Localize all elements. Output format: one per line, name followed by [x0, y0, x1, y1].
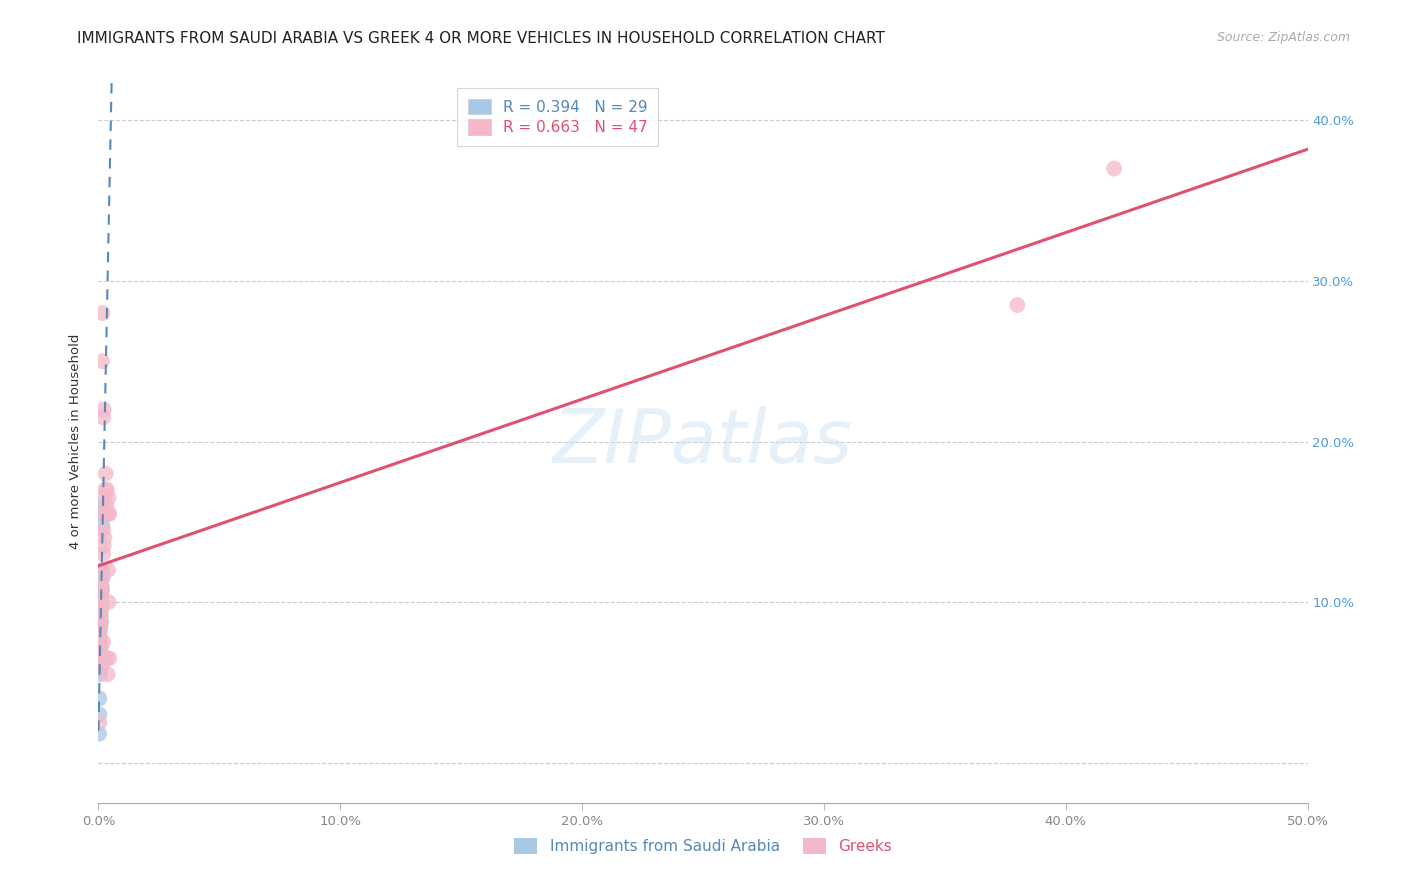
Point	[96, 499, 118, 513]
Point	[90, 599, 112, 613]
Point	[90, 571, 112, 585]
Point	[91, 499, 114, 513]
Point	[89, 607, 111, 622]
Point	[90, 619, 112, 633]
Point	[89, 635, 111, 649]
Point	[1007, 298, 1029, 312]
Point	[90, 595, 112, 609]
Point	[89, 624, 111, 638]
Point	[90, 640, 112, 654]
Point	[91, 571, 114, 585]
Legend: Immigrants from Saudi Arabia, Greeks: Immigrants from Saudi Arabia, Greeks	[509, 832, 897, 860]
Point	[93, 507, 115, 521]
Point	[91, 547, 114, 561]
Point	[91, 306, 114, 320]
Point	[93, 531, 115, 545]
Point	[90, 579, 112, 593]
Point	[90, 587, 112, 601]
Point	[97, 507, 120, 521]
Point	[89, 615, 111, 629]
Text: ZIPatlas: ZIPatlas	[553, 406, 853, 477]
Point	[89, 667, 111, 681]
Point	[90, 659, 112, 673]
Point	[90, 595, 112, 609]
Point	[89, 631, 111, 645]
Point	[91, 571, 114, 585]
Y-axis label: 4 or more Vehicles in Household: 4 or more Vehicles in Household	[69, 334, 83, 549]
Point	[98, 651, 121, 665]
Text: IMMIGRANTS FROM SAUDI ARABIA VS GREEK 4 OR MORE VEHICLES IN HOUSEHOLD CORRELATIO: IMMIGRANTS FROM SAUDI ARABIA VS GREEK 4 …	[77, 31, 886, 46]
Point	[89, 611, 111, 625]
Point	[93, 402, 115, 417]
Point	[97, 595, 120, 609]
Point	[94, 651, 117, 665]
Point	[97, 667, 120, 681]
Point	[90, 599, 112, 613]
Point	[94, 507, 117, 521]
Point	[90, 582, 112, 597]
Point	[93, 491, 115, 505]
Point	[91, 563, 114, 577]
Point	[90, 615, 112, 629]
Point	[91, 518, 114, 533]
Point	[91, 354, 114, 368]
Point	[90, 603, 112, 617]
Point	[90, 563, 112, 577]
Point	[89, 651, 111, 665]
Point	[89, 635, 111, 649]
Point	[90, 582, 112, 597]
Point	[94, 483, 117, 497]
Point	[89, 727, 111, 741]
Point	[96, 483, 118, 497]
Point	[90, 607, 112, 622]
Point	[90, 587, 112, 601]
Point	[91, 523, 114, 537]
Point	[89, 631, 111, 645]
Point	[93, 539, 115, 553]
Point	[89, 691, 111, 706]
Point	[98, 507, 121, 521]
Point	[89, 647, 111, 661]
Point	[89, 707, 111, 722]
Point	[89, 715, 111, 730]
Point	[89, 651, 111, 665]
Point	[90, 595, 112, 609]
Text: Source: ZipAtlas.com: Source: ZipAtlas.com	[1216, 31, 1350, 45]
Point	[96, 651, 118, 665]
Point	[90, 615, 112, 629]
Point	[91, 410, 114, 425]
Point	[91, 507, 114, 521]
Point	[97, 563, 120, 577]
Point	[1102, 161, 1125, 176]
Point	[89, 647, 111, 661]
Point	[89, 663, 111, 677]
Point	[94, 467, 117, 481]
Point	[94, 507, 117, 521]
Point	[91, 635, 114, 649]
Point	[89, 603, 111, 617]
Point	[89, 615, 111, 629]
Point	[91, 582, 114, 597]
Point	[96, 507, 118, 521]
Point	[89, 624, 111, 638]
Point	[97, 491, 120, 505]
